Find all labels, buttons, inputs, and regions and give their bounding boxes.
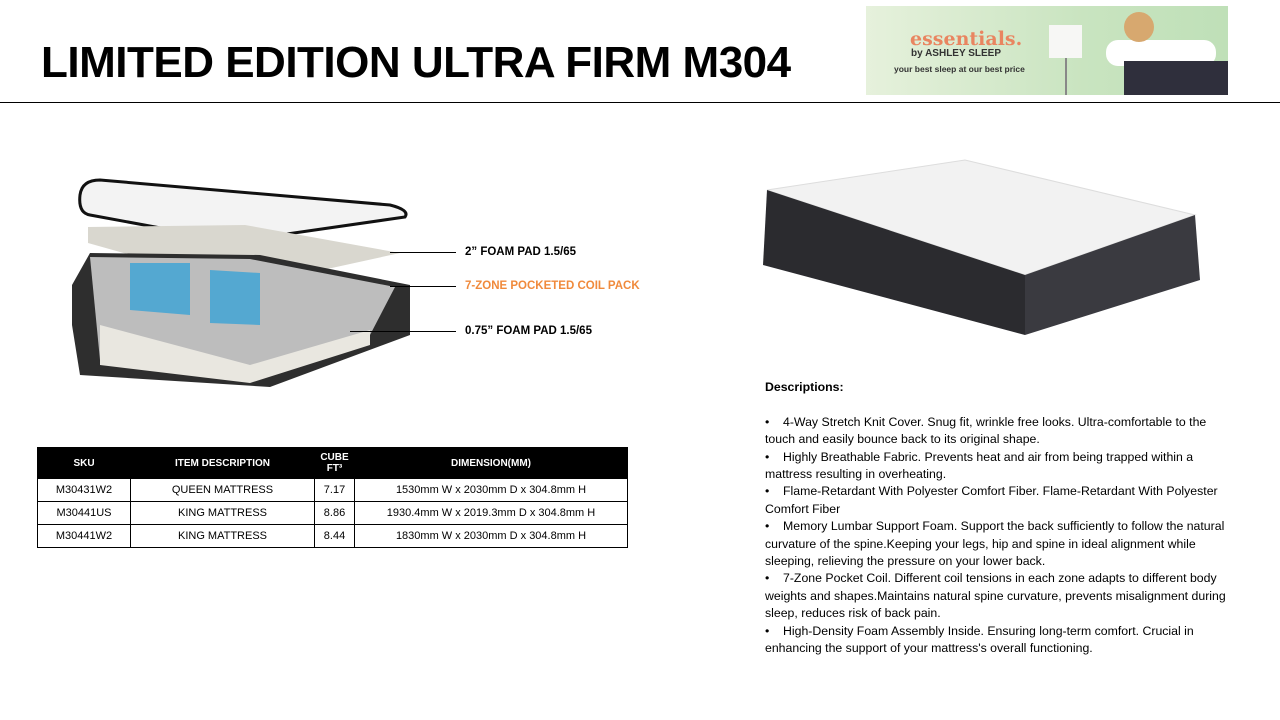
woman-image: [1124, 12, 1154, 42]
header-cube: CUBE FT³: [314, 447, 355, 479]
callout-coil-pack: 7-ZONE POCKETED COIL PACK: [465, 280, 640, 292]
cell-dimension: 1930.4mm W x 2019.3mm D x 304.8mm H: [354, 501, 628, 525]
mattress-side-front: [763, 190, 1025, 335]
mattress-layers-image: [72, 178, 410, 387]
table-header-row: SKU ITEM DESCRIPTION CUBE FT³ DIMENSION(…: [37, 447, 628, 479]
cell-sku: M30431W2: [37, 478, 131, 502]
table-row: M30441W2 KING MATTRESS 8.44 1830mm W x 2…: [37, 524, 628, 548]
callout-foam-pad-bottom: 0.75” FOAM PAD 1.5/65: [465, 325, 592, 337]
page-title: LIMITED EDITION ULTRA FIRM M304: [41, 38, 791, 87]
cell-description: KING MATTRESS: [130, 524, 315, 548]
mattress-image: [763, 159, 1200, 335]
essentials-banner: essentials. by ASHLEY SLEEP your best sl…: [866, 6, 1228, 95]
descriptions-heading: Descriptions:: [765, 380, 844, 394]
cell-dimension: 1530mm W x 2030mm D x 304.8mm H: [354, 478, 628, 502]
description-item: High-Density Foam Assembly Inside. Ensur…: [765, 623, 1233, 658]
bed-image: [1124, 61, 1228, 95]
description-item: 7-Zone Pocket Coil. Different coil tensi…: [765, 570, 1233, 622]
cell-description: QUEEN MATTRESS: [130, 478, 315, 502]
description-item: 4-Way Stretch Knit Cover. Snug fit, wrin…: [765, 414, 1233, 449]
table-row: M30441US KING MATTRESS 8.86 1930.4mm W x…: [37, 501, 628, 525]
cell-cube: 8.86: [314, 501, 355, 525]
description-item: Flame-Retardant With Polyester Comfort F…: [765, 483, 1233, 518]
cell-sku: M30441W2: [37, 524, 131, 548]
top-cover-layer: [78, 178, 408, 242]
banner-brand: essentials.: [910, 28, 1023, 50]
header-dimension: DIMENSION(MM): [354, 447, 628, 479]
cell-dimension: 1830mm W x 2030mm D x 304.8mm H: [354, 524, 628, 548]
descriptions-section: Descriptions: 4-Way Stretch Knit Cover. …: [765, 379, 1233, 657]
banner-byline: by ASHLEY SLEEP: [911, 48, 1002, 59]
header-divider: [0, 102, 1280, 103]
header-item-description: ITEM DESCRIPTION: [130, 447, 315, 479]
callout-line: [390, 286, 456, 287]
callout-line: [350, 331, 456, 332]
cell-description: KING MATTRESS: [130, 501, 315, 525]
header-sku: SKU: [37, 447, 131, 479]
cell-cube: 8.44: [314, 524, 355, 548]
banner-tagline: your best sleep at our best price: [894, 64, 1025, 74]
product-spec-table: SKU ITEM DESCRIPTION CUBE FT³ DIMENSION(…: [37, 447, 628, 548]
lamp-pole: [1065, 58, 1067, 95]
descriptions-list: 4-Way Stretch Knit Cover. Snug fit, wrin…: [765, 414, 1233, 658]
mattress-side-right: [1025, 215, 1200, 335]
table-row: M30431W2 QUEEN MATTRESS 7.17 1530mm W x …: [37, 478, 628, 502]
callout-foam-pad-top: 2” FOAM PAD 1.5/65: [465, 246, 576, 258]
cell-cube: 7.17: [314, 478, 355, 502]
cell-sku: M30441US: [37, 501, 131, 525]
description-item: Highly Breathable Fabric. Prevents heat …: [765, 449, 1233, 484]
callout-line: [390, 252, 456, 253]
lamp-image: [1049, 25, 1082, 58]
description-item: Memory Lumbar Support Foam. Support the …: [765, 518, 1233, 570]
